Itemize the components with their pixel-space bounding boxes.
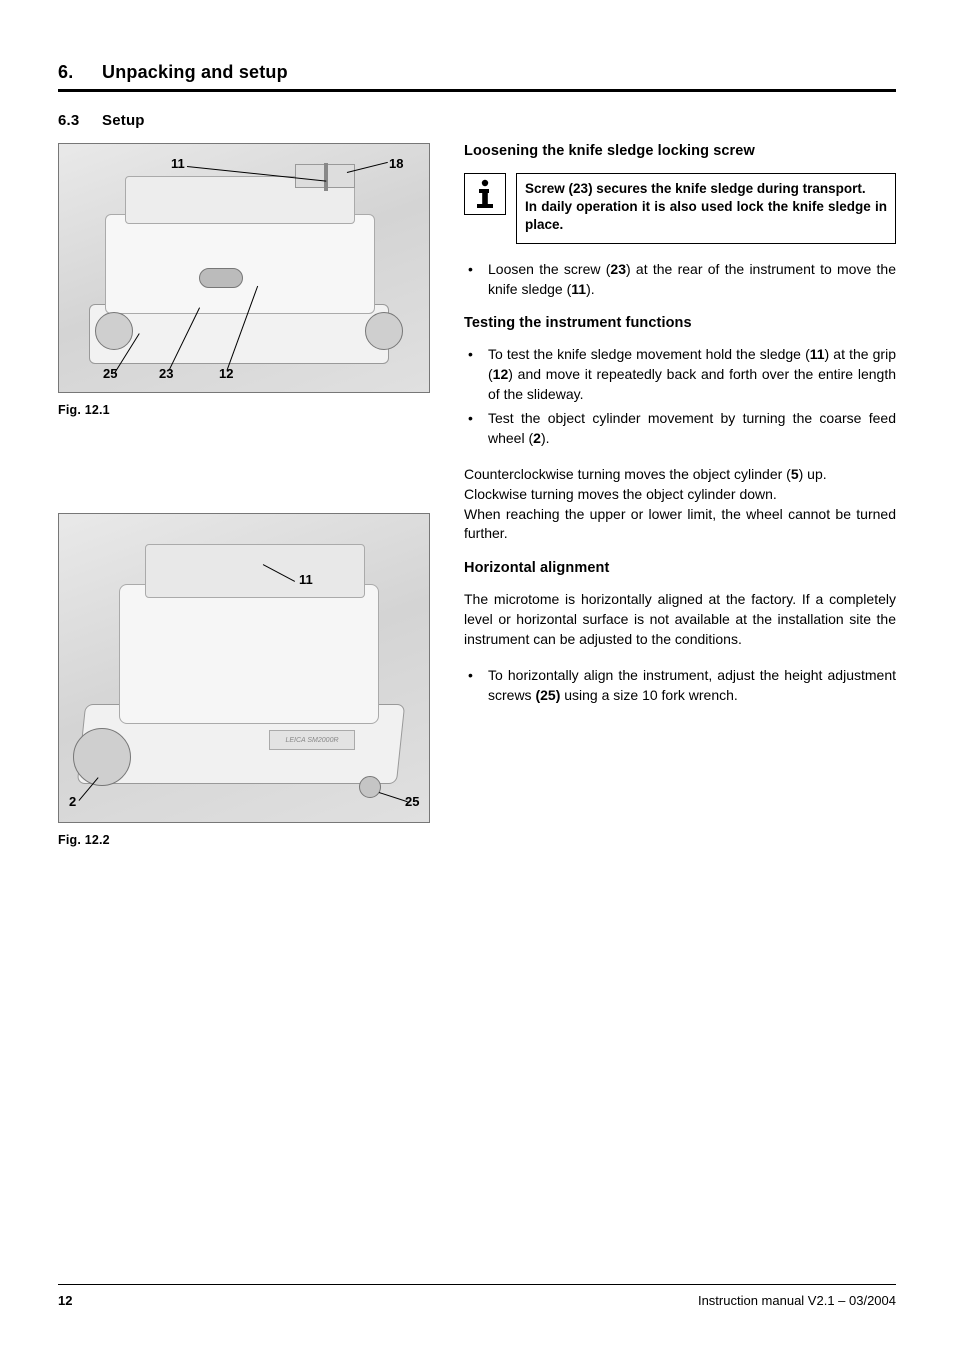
fig1-label-25: 25 [103, 366, 117, 381]
fig2-label-11: 11 [299, 572, 313, 587]
fig2-label-25: 25 [405, 794, 419, 809]
page-number: 12 [58, 1293, 72, 1308]
figure-12-1: 11 18 25 23 12 [58, 143, 430, 393]
fig1-label-23: 23 [159, 366, 173, 381]
subhead-testing: Testing the instrument functions [464, 315, 896, 331]
bullet-align: To horizontally align the instrument, ad… [464, 666, 896, 706]
info-note: Screw (23) secures the knife sledge duri… [464, 173, 896, 244]
fig2-label-2: 2 [69, 794, 76, 809]
figure-12-2: LEICA SM2000R 11 2 25 [58, 513, 430, 823]
info-icon [464, 173, 506, 215]
bullet-test-cylinder: Test the object cylinder movement by tur… [464, 409, 896, 449]
figure-12-2-caption: Fig. 12.2 [58, 833, 430, 847]
fig1-label-11: 11 [171, 156, 185, 171]
bullet-test-sledge: To test the knife sledge movement hold t… [464, 345, 896, 405]
para-horizontal: The microtome is horizontally aligned at… [464, 590, 896, 650]
figure-12-1-caption: Fig. 12.1 [58, 403, 430, 417]
fig1-label-12: 12 [219, 366, 233, 381]
section-title: Setup [102, 112, 145, 129]
info-text: Screw (23) secures the knife sledge duri… [516, 173, 896, 244]
para-directions: Counterclockwise turning moves the objec… [464, 465, 896, 545]
section-number: 6.3 [58, 112, 102, 129]
fig1-label-18: 18 [389, 156, 403, 171]
bullet-loosen-screw: Loosen the screw (23) at the rear of the… [464, 260, 896, 300]
page-footer: 12 Instruction manual V2.1 – 03/2004 [58, 1284, 896, 1308]
subhead-loosen: Loosening the knife sledge locking screw [464, 143, 896, 159]
chapter-heading: 6.Unpacking and setup [58, 62, 896, 92]
section-heading: 6.3Setup [58, 112, 896, 129]
chapter-title: Unpacking and setup [102, 62, 288, 82]
subhead-horizontal: Horizontal alignment [464, 560, 896, 576]
doc-version: Instruction manual V2.1 – 03/2004 [698, 1293, 896, 1308]
chapter-number: 6. [58, 62, 102, 83]
